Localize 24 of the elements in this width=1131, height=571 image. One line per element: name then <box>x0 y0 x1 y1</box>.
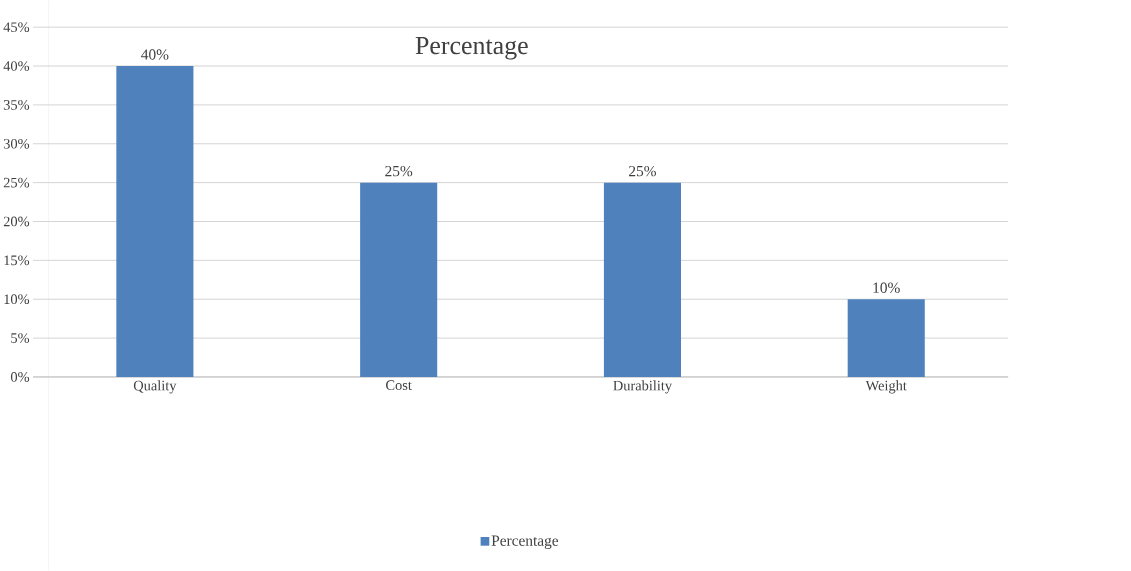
data-label: 25% <box>629 166 656 177</box>
y-tick-label: 40% <box>3 61 30 71</box>
x-tick-label: Weight <box>865 380 907 394</box>
data-label: 40% <box>141 49 169 60</box>
x-tick-label: Durability <box>613 380 672 394</box>
y-tick-label: 30% <box>3 138 30 149</box>
y-tick-label: 25% <box>3 177 30 188</box>
y-tick-label: 45% <box>3 22 30 33</box>
data-label: 10% <box>873 282 900 294</box>
bar <box>116 66 194 378</box>
y-tick-label: 5% <box>11 333 30 344</box>
legend-label: Percentage <box>491 535 559 550</box>
y-tick-label: 10% <box>4 294 30 305</box>
bar <box>847 299 925 378</box>
x-tick-label: Quality <box>133 380 177 394</box>
data-label: 25% <box>385 166 413 177</box>
chart-title: Percentage <box>415 37 528 60</box>
y-tick-label: 0% <box>10 372 30 382</box>
y-tick-label: 15% <box>4 255 30 266</box>
y-tick-label: 35% <box>3 100 30 110</box>
y-tick-label: 20% <box>3 216 30 227</box>
x-tick-label: Cost <box>386 380 412 391</box>
bar <box>360 182 438 378</box>
bar <box>603 182 681 378</box>
